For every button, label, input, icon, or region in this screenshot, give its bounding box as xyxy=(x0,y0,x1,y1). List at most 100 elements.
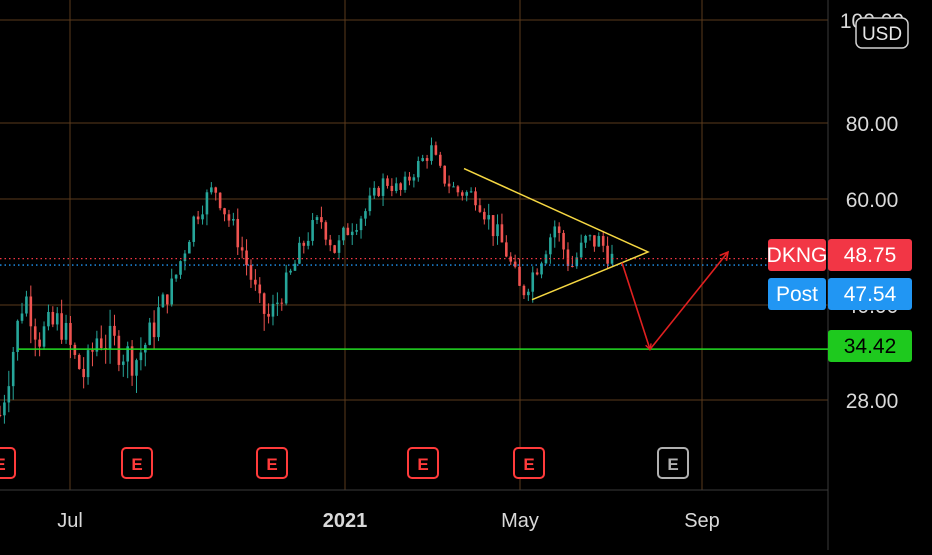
candle-body xyxy=(16,320,19,352)
candle-body xyxy=(535,272,539,275)
candle-body xyxy=(192,216,196,242)
candle-body xyxy=(29,296,33,327)
candle-body xyxy=(496,224,499,237)
price-label-value: 47.54 xyxy=(844,283,897,306)
candle-body xyxy=(342,227,345,241)
candle-body xyxy=(469,191,473,193)
triangle-pattern[interactable] xyxy=(463,167,650,301)
candle-body xyxy=(443,165,446,184)
earnings-marker[interactable]: E xyxy=(121,447,153,479)
earnings-marker[interactable]: E xyxy=(513,447,545,479)
price-labels: DKNG 48.75 Post 47.54 34.42 xyxy=(767,239,912,362)
candle-body xyxy=(236,218,240,248)
earnings-marker[interactable]: E xyxy=(256,447,288,479)
candle-body xyxy=(276,302,279,304)
candle-body xyxy=(302,242,306,246)
candle-body xyxy=(350,231,354,236)
candle-body xyxy=(174,274,178,279)
candle-body xyxy=(214,187,218,193)
candle-body xyxy=(579,242,583,258)
candle-body xyxy=(522,285,526,296)
candle-body xyxy=(3,402,6,416)
candle-body xyxy=(33,326,37,340)
candle-body xyxy=(86,350,90,378)
candle-body xyxy=(328,239,332,246)
candle-body xyxy=(64,322,68,340)
price-label: Post 47.54 xyxy=(768,278,912,310)
candle-body xyxy=(179,261,182,275)
candle-body xyxy=(20,313,24,321)
candle-body xyxy=(280,302,284,304)
candle-body xyxy=(289,270,292,273)
candle-body xyxy=(315,217,319,221)
candle-body xyxy=(324,222,328,240)
earnings-label: E xyxy=(417,455,428,474)
earnings-icon xyxy=(256,447,288,479)
candle-body xyxy=(306,240,310,246)
candle-body xyxy=(38,339,41,347)
candle-body xyxy=(606,245,609,264)
candle-body xyxy=(557,226,561,233)
candle-body xyxy=(372,187,376,196)
candle-body xyxy=(60,313,63,340)
x-tick-label: Jul xyxy=(57,510,83,532)
candle-body xyxy=(390,185,394,192)
earnings-icon xyxy=(0,447,16,479)
candle-body xyxy=(346,227,350,236)
candle-body xyxy=(584,235,587,243)
earnings-label: E xyxy=(667,455,678,474)
earnings-icon xyxy=(407,447,439,479)
x-axis[interactable]: Jul 2021 May Sep xyxy=(57,510,720,532)
candle-body xyxy=(245,250,248,266)
earnings-marker[interactable]: E xyxy=(407,447,439,479)
candle-body xyxy=(126,346,129,362)
currency-label: USD xyxy=(862,24,902,45)
x-tick-label: May xyxy=(501,510,539,532)
earnings-label: E xyxy=(0,455,6,474)
candle-body xyxy=(597,236,601,247)
candle-body xyxy=(491,215,495,237)
candle-body xyxy=(505,242,508,257)
candle-body xyxy=(258,284,262,294)
candle-body xyxy=(249,265,253,280)
price-label-name-box xyxy=(768,239,826,271)
candle-body xyxy=(553,226,557,238)
candle-body xyxy=(311,220,314,241)
candle-body xyxy=(531,272,535,292)
candle-body xyxy=(108,325,112,349)
currency-badge[interactable]: USD xyxy=(855,17,909,49)
candle-body xyxy=(0,415,2,416)
y-tick-label: 28.00 xyxy=(846,390,899,413)
candle-body xyxy=(161,294,165,308)
candle-body xyxy=(117,335,121,365)
candle-body xyxy=(170,278,174,305)
candle-body xyxy=(139,352,143,361)
candle-body xyxy=(293,263,297,271)
candle-body xyxy=(51,311,55,325)
candle-body xyxy=(588,235,592,237)
candle-body xyxy=(152,322,156,338)
candle-body xyxy=(223,208,226,215)
candle-body xyxy=(55,313,59,325)
candle-body xyxy=(77,354,81,369)
price-label-value: 34.42 xyxy=(844,335,897,358)
candle-body xyxy=(394,183,398,192)
candle-body xyxy=(148,322,151,345)
price-label-value-box xyxy=(828,239,912,271)
candle-body xyxy=(549,237,552,255)
price-label: DKNG 48.75 xyxy=(767,239,912,271)
candle-body xyxy=(593,235,596,247)
earnings-marker[interactable]: E xyxy=(0,447,16,479)
candle-body xyxy=(205,192,209,215)
candle-body xyxy=(399,183,402,190)
candle-body xyxy=(130,346,134,376)
candle-body xyxy=(377,187,380,196)
candle-body xyxy=(355,230,358,232)
candle-body xyxy=(430,145,433,161)
currency-badge-box[interactable] xyxy=(855,17,909,49)
candle-body xyxy=(284,272,288,304)
earnings-marker[interactable]: E xyxy=(657,447,689,479)
